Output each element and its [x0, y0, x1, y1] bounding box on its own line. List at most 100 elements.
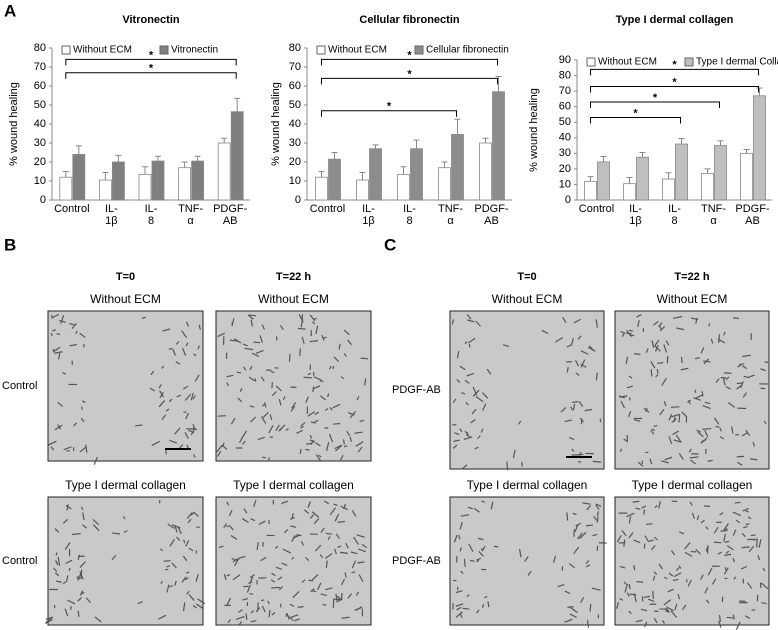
cell [723, 523, 729, 531]
cell [695, 394, 703, 399]
cell [82, 343, 85, 348]
error-bar [372, 144, 379, 149]
cell [351, 560, 357, 569]
cell [226, 501, 230, 506]
cell [687, 400, 691, 405]
cell [758, 539, 762, 548]
cell [595, 503, 602, 508]
cell [745, 523, 750, 526]
cell [185, 540, 190, 547]
cell [54, 424, 63, 431]
cell [184, 393, 192, 401]
cell [137, 601, 143, 605]
cell [571, 400, 579, 404]
significance-bracket [321, 110, 457, 117]
cell [190, 511, 195, 516]
cell [309, 340, 319, 343]
cell [725, 376, 730, 381]
cell [454, 432, 460, 436]
cell [671, 418, 677, 423]
legend-label: Vitronectin [171, 45, 218, 56]
cell [592, 460, 602, 463]
cell [187, 518, 192, 524]
cell [645, 348, 649, 354]
cell [464, 430, 471, 439]
cell [593, 515, 598, 521]
significance-label: * [149, 63, 154, 75]
cell [652, 590, 655, 599]
cell [619, 565, 626, 569]
cell [562, 316, 567, 324]
cell [54, 351, 63, 354]
bar [191, 160, 205, 201]
cell [568, 563, 576, 569]
cell [245, 613, 248, 620]
cell [651, 340, 655, 348]
cell [324, 553, 333, 559]
cell [343, 353, 347, 357]
cell [625, 356, 629, 364]
cell [358, 548, 366, 553]
cell [592, 533, 598, 537]
cell [320, 527, 325, 533]
cell [677, 593, 681, 600]
x-tick-label-box: PDGF-AB [735, 203, 769, 227]
cell [708, 323, 711, 327]
row-label: Control [2, 555, 37, 567]
cell [292, 590, 300, 599]
cell [325, 560, 328, 568]
cell [655, 374, 659, 378]
cell [307, 501, 311, 508]
cell [476, 557, 481, 561]
cell [122, 516, 126, 520]
cell [466, 372, 475, 377]
cell [564, 590, 571, 595]
cell [480, 548, 484, 552]
cell [354, 431, 363, 434]
cell [459, 365, 466, 371]
cell [737, 364, 742, 368]
cell [309, 439, 316, 443]
cell [578, 453, 584, 456]
cell [303, 376, 312, 379]
cell [282, 396, 286, 401]
cell [541, 329, 549, 335]
legend-swatch [684, 57, 694, 67]
cell [281, 562, 288, 566]
cell [633, 419, 641, 422]
cell [650, 369, 653, 377]
cell [572, 512, 577, 516]
cell [584, 408, 593, 412]
cell [658, 500, 661, 509]
cell [595, 319, 599, 328]
cell [340, 505, 348, 511]
x-tick-label: PDGF-AB [474, 203, 509, 227]
chart: Type I dermal collagen % wound healing 0 10… [528, 14, 778, 227]
cell [226, 525, 231, 528]
cell [731, 426, 734, 434]
cell [667, 588, 674, 593]
cell [572, 404, 576, 411]
cell [293, 534, 301, 539]
error-bar [155, 155, 161, 162]
cell [566, 366, 569, 373]
cell [79, 332, 86, 338]
cell [626, 512, 635, 518]
cell [268, 425, 274, 434]
legend-label: Cellular fibronectin [426, 45, 509, 56]
cell [162, 328, 171, 332]
cell [681, 411, 688, 418]
cell [307, 372, 312, 376]
cell [586, 505, 592, 511]
cell [647, 598, 655, 602]
cell [470, 419, 476, 424]
significance-bracket [321, 58, 498, 66]
cell [595, 372, 598, 381]
significance-label: * [387, 101, 392, 113]
cell [57, 424, 62, 430]
cell [51, 313, 60, 319]
cell [674, 603, 678, 611]
cell [742, 508, 750, 512]
column-header: T=22 h [276, 271, 311, 283]
cell [63, 446, 72, 451]
